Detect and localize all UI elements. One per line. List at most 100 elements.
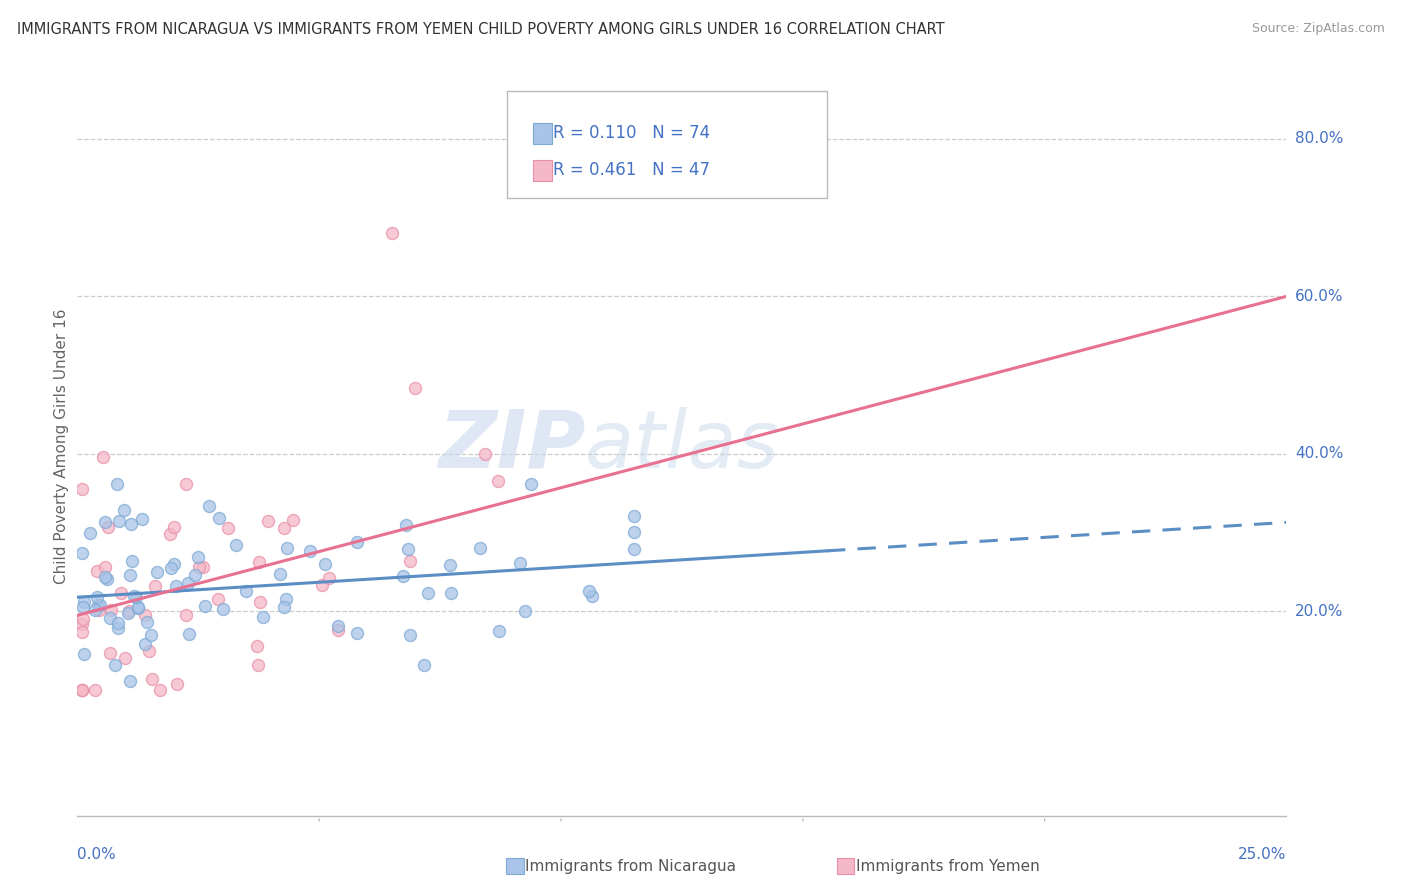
Point	[194, 599, 217, 613]
Point	[72, 612, 94, 626]
Point	[249, 595, 271, 609]
FancyBboxPatch shape	[506, 91, 827, 198]
Point	[578, 584, 600, 599]
Point	[346, 534, 368, 549]
Point	[198, 499, 221, 513]
Text: Immigrants from Nicaragua: Immigrants from Nicaragua	[526, 859, 737, 873]
Point	[176, 477, 198, 491]
Point	[141, 672, 163, 686]
Point	[413, 658, 436, 673]
Point	[174, 608, 197, 623]
Point	[117, 606, 139, 620]
Point	[328, 623, 350, 637]
Point	[311, 577, 333, 591]
Point	[470, 541, 492, 556]
Point	[165, 579, 187, 593]
Point	[98, 647, 121, 661]
Point	[149, 683, 172, 698]
Point	[159, 560, 181, 574]
Text: 80.0%: 80.0%	[1295, 131, 1343, 146]
Text: 0.0%: 0.0%	[77, 847, 117, 862]
Point	[257, 514, 280, 528]
Point	[187, 560, 209, 574]
Point	[96, 572, 118, 586]
Point	[94, 570, 117, 584]
Point	[276, 541, 298, 556]
Point	[318, 571, 340, 585]
Point	[515, 604, 537, 618]
Point	[162, 558, 184, 572]
Text: R = 0.110   N = 74: R = 0.110 N = 74	[554, 124, 710, 142]
Point	[107, 615, 129, 630]
Point	[110, 585, 132, 599]
Point	[118, 604, 141, 618]
Point	[246, 640, 269, 654]
Point	[328, 619, 350, 633]
Text: 60.0%: 60.0%	[1295, 289, 1343, 304]
Point	[217, 521, 239, 535]
Text: Source: ZipAtlas.com: Source: ZipAtlas.com	[1251, 22, 1385, 36]
Text: 40.0%: 40.0%	[1295, 446, 1343, 461]
Point	[247, 555, 270, 569]
Point	[122, 590, 145, 604]
Point	[125, 591, 148, 605]
Point	[273, 521, 295, 535]
Point	[118, 567, 141, 582]
Point	[509, 557, 531, 571]
Point	[395, 518, 418, 533]
Point	[283, 513, 305, 527]
Y-axis label: Child Poverty Among Girls Under 16: Child Poverty Among Girls Under 16	[53, 309, 69, 583]
Point	[98, 611, 121, 625]
Point	[398, 628, 420, 642]
Point	[94, 560, 117, 574]
Point	[107, 621, 129, 635]
Point	[488, 624, 510, 639]
Point	[118, 673, 141, 688]
Point	[166, 676, 188, 690]
Point	[346, 625, 368, 640]
Point	[79, 526, 101, 541]
Point	[70, 483, 93, 497]
Text: IMMIGRANTS FROM NICARAGUA VS IMMIGRANTS FROM YEMEN CHILD POVERTY AMONG GIRLS UND: IMMIGRANTS FROM NICARAGUA VS IMMIGRANTS …	[17, 22, 945, 37]
Point	[246, 657, 269, 672]
Point	[70, 625, 93, 640]
Point	[623, 508, 645, 523]
Text: 25.0%: 25.0%	[1239, 847, 1286, 862]
Text: atlas: atlas	[585, 407, 780, 485]
Point	[104, 658, 127, 673]
Point	[84, 683, 107, 698]
Point	[269, 567, 291, 582]
Point	[141, 628, 163, 642]
Point	[120, 517, 142, 532]
Point	[73, 595, 96, 609]
Point	[131, 511, 153, 525]
Text: Immigrants from Yemen: Immigrants from Yemen	[855, 859, 1039, 873]
Point	[134, 608, 156, 623]
Point	[439, 558, 461, 573]
Point	[225, 538, 247, 552]
Text: ZIP: ZIP	[437, 407, 585, 485]
Point	[86, 564, 108, 578]
Point	[299, 544, 322, 558]
Point	[193, 560, 215, 574]
Point	[187, 550, 209, 565]
Point	[276, 591, 298, 606]
Point	[212, 602, 235, 616]
Point	[87, 599, 110, 613]
Point	[89, 599, 111, 613]
Point	[177, 575, 200, 590]
Point	[208, 511, 231, 525]
Point	[314, 558, 336, 572]
Point	[70, 546, 93, 560]
Point	[70, 683, 93, 698]
Point	[72, 600, 94, 615]
Point	[127, 601, 149, 615]
Point	[396, 542, 419, 557]
Point	[138, 643, 160, 657]
Point	[70, 683, 93, 698]
Point	[73, 648, 96, 662]
Point	[207, 592, 229, 607]
Point	[91, 450, 114, 464]
Point	[114, 650, 136, 665]
Point	[146, 565, 169, 579]
